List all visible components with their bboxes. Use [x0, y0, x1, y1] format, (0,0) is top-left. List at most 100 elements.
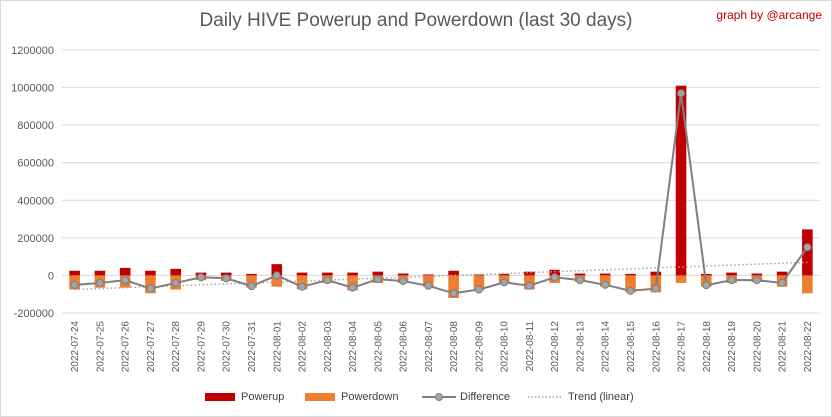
legend-item-powerdown: Powerdown — [305, 388, 398, 406]
powerdown-bar — [246, 275, 257, 288]
powerup-bar — [726, 272, 737, 276]
x-tick-label: 2022-08-05 — [373, 321, 384, 373]
powerup-bar — [119, 267, 131, 276]
difference-point — [399, 277, 408, 286]
powerup-bar — [347, 272, 358, 276]
difference-point — [677, 89, 686, 98]
y-tick-label: 600000 — [17, 158, 54, 170]
powerup-bar — [599, 273, 611, 276]
powerup-bar — [372, 271, 384, 276]
powerup-bar — [751, 273, 763, 276]
powerdown-bar — [296, 275, 308, 290]
difference-point — [298, 282, 307, 291]
difference-point — [373, 275, 382, 284]
x-tick-label: 2022-08-18 — [702, 321, 713, 373]
x-tick-label: 2022-07-25 — [95, 321, 106, 373]
powerup-bar — [448, 270, 459, 276]
powerup-bar — [675, 85, 687, 276]
difference-point — [702, 281, 711, 290]
y-tick-label: 1200000 — [11, 45, 54, 57]
powerdown-bar — [802, 275, 813, 294]
difference-line — [70, 89, 812, 298]
powerdown-bar — [145, 275, 156, 294]
legend-item-powerup: Powerup — [205, 388, 284, 406]
difference-point — [70, 280, 79, 289]
x-tick-label: 2022-08-04 — [348, 321, 359, 373]
powerup-bar — [296, 272, 308, 276]
difference-point — [196, 273, 205, 282]
difference-point — [550, 273, 559, 282]
x-tick-label: 2022-07-31 — [247, 321, 258, 373]
x-tick-label: 2022-08-03 — [323, 321, 334, 373]
powerup-bar — [397, 273, 409, 276]
x-tick-label: 2022-08-13 — [575, 321, 586, 373]
x-tick-label: 2022-08-01 — [272, 321, 283, 373]
x-axis-ticks: 2022-07-24 2022-07-25 2022-07-26 2022-07-27… — [70, 321, 814, 373]
difference-point — [778, 278, 787, 287]
powerup-bar — [321, 272, 333, 276]
y-tick-label: 400000 — [17, 195, 54, 207]
legend-label-difference: Difference — [460, 391, 510, 403]
x-tick-label: 2022-08-07 — [424, 321, 435, 373]
powerup-bar — [423, 274, 434, 276]
x-tick-label: 2022-08-06 — [399, 321, 410, 373]
powerup-bar — [271, 264, 283, 276]
y-tick-label: 200000 — [17, 233, 54, 245]
powerdown-bar — [473, 275, 485, 291]
y-tick-label: 0 — [48, 270, 54, 282]
bars — [69, 85, 813, 298]
x-tick-label: 2022-08-21 — [778, 321, 789, 373]
y-tick-label: 1000000 — [11, 83, 54, 95]
x-tick-label: 2022-07-29 — [196, 321, 207, 373]
difference-point — [323, 276, 332, 285]
difference-point — [500, 278, 509, 287]
x-tick-label: 2022-08-14 — [601, 321, 612, 373]
powerup-bar — [498, 273, 510, 276]
powerdown-bar — [271, 275, 283, 287]
powerup-bar — [94, 270, 106, 276]
powerdown-bar — [347, 275, 358, 291]
powerdown-bar — [625, 275, 636, 293]
gridlines — [62, 49, 820, 314]
difference-point — [247, 282, 256, 291]
legend-label-trend: Trend (linear) — [568, 391, 634, 403]
powerup-bar — [524, 271, 535, 276]
legend-item-difference: Difference — [422, 388, 510, 406]
difference-point — [222, 274, 231, 283]
difference-point — [803, 243, 812, 252]
powerdown-swatch — [305, 393, 335, 401]
difference-point — [146, 284, 155, 293]
chart-title: Daily HIVE Powerup and Powerdown (last 3… — [199, 10, 633, 31]
powerup-bar — [700, 273, 712, 276]
y-axis-ticks: -200000 0 200000 400000 600000 800000 1000000 1… — [11, 45, 54, 320]
x-tick-label: 2022-08-17 — [677, 321, 688, 373]
y-tick-label: 800000 — [17, 120, 54, 132]
powerup-bar — [802, 229, 813, 276]
difference-polyline — [74, 93, 809, 295]
difference-point — [424, 281, 433, 290]
difference-point — [272, 271, 281, 280]
powerup-bar — [69, 270, 80, 276]
difference-point — [575, 276, 584, 285]
x-tick-label: 2022-08-02 — [298, 321, 309, 373]
x-tick-label: 2022-08-15 — [626, 321, 637, 373]
difference-point — [651, 284, 660, 293]
difference-point — [474, 285, 483, 294]
powerup-bar — [574, 273, 586, 276]
powerup-bar — [220, 272, 232, 276]
x-tick-label: 2022-07-28 — [171, 321, 182, 373]
x-tick-label: 2022-08-19 — [727, 321, 738, 373]
x-tick-label: 2022-08-12 — [550, 321, 561, 373]
x-tick-label: 2022-07-27 — [146, 321, 157, 373]
x-tick-label: 2022-08-10 — [500, 321, 511, 373]
difference-point — [171, 278, 180, 287]
difference-point — [626, 286, 635, 295]
x-tick-label: 2022-08-11 — [525, 321, 536, 372]
x-tick-label: 2022-07-26 — [121, 321, 132, 373]
difference-point — [449, 289, 458, 298]
difference-swatch — [422, 393, 456, 401]
powerup-bar — [776, 271, 788, 276]
powerdown-bar — [423, 275, 434, 287]
x-tick-label: 2022-08-09 — [474, 321, 485, 373]
powerup-bar — [625, 273, 636, 276]
